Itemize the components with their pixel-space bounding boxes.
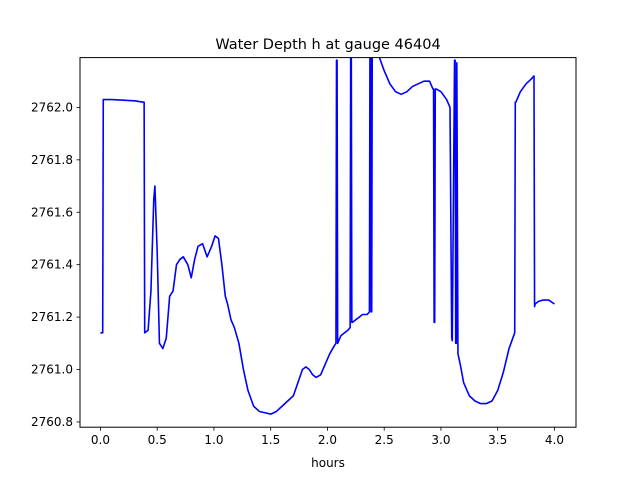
- y-tick-label: 2761.6: [31, 205, 73, 219]
- x-tick-label: 2.0: [318, 433, 337, 447]
- x-tick-label: 1.0: [204, 433, 223, 447]
- x-tick-label: 3.0: [431, 433, 450, 447]
- x-axis: 0.0 0.5 1.0 1.5 2.0 2.5 3.0 3.5 4.0: [91, 427, 564, 447]
- x-tick-label: 4.0: [545, 433, 564, 447]
- y-tick-label: 2760.8: [31, 415, 73, 429]
- y-tick-label: 2761.0: [31, 363, 73, 377]
- y-tick-label: 2762.0: [31, 100, 73, 114]
- y-axis: 2760.8 2761.0 2761.2 2761.4 2761.6 2761.8 2762…: [31, 100, 80, 429]
- x-axis-label: hours: [311, 456, 345, 470]
- y-tick-label: 2761.8: [31, 153, 73, 167]
- y-tick-label: 2761.2: [31, 310, 73, 324]
- x-tick-label: 2.5: [375, 433, 394, 447]
- axes-frame: [79, 57, 577, 428]
- chart-title: Water Depth h at gauge 46404: [215, 37, 440, 53]
- series-line-0: [100, 57, 555, 415]
- plot-area: [100, 57, 555, 415]
- x-tick-label: 3.5: [488, 433, 507, 447]
- x-tick-label: 1.5: [261, 433, 280, 447]
- y-tick-label: 2761.4: [31, 258, 73, 272]
- x-tick-label: 0.0: [91, 433, 110, 447]
- x-tick-label: 0.5: [148, 433, 167, 447]
